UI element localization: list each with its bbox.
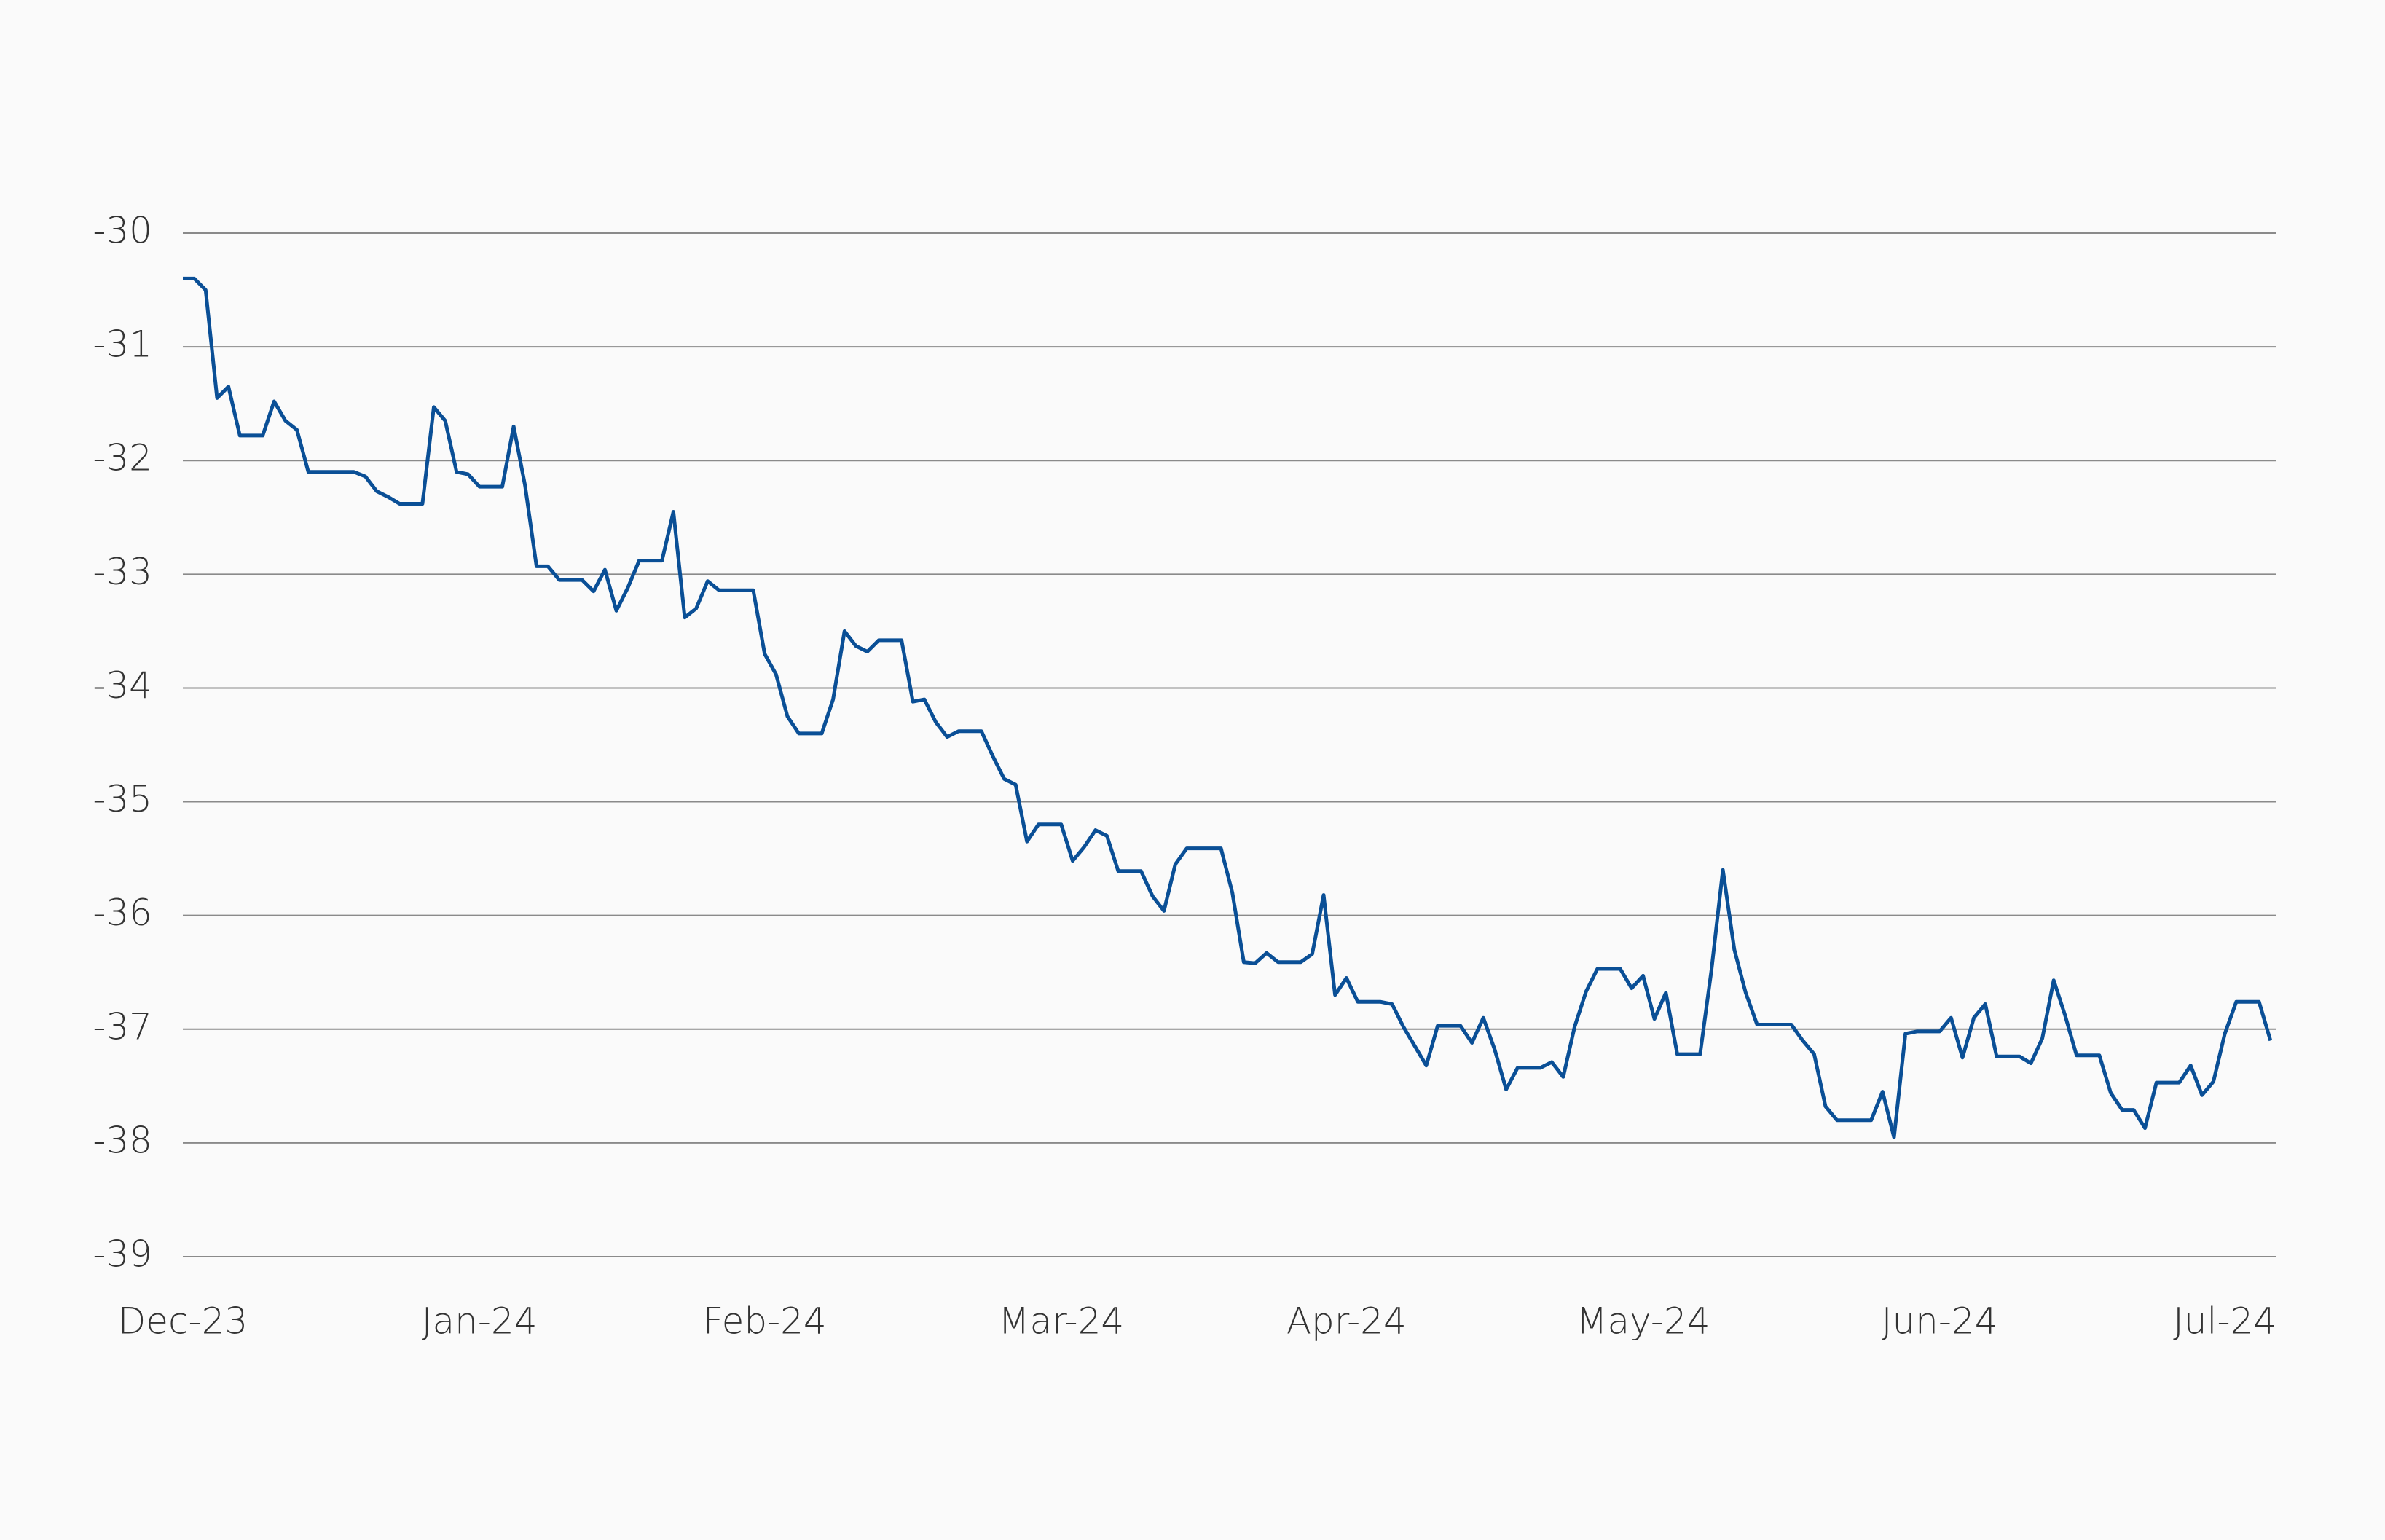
y-tick-label: -38 bbox=[93, 1119, 152, 1161]
y-tick-label: -34 bbox=[93, 664, 152, 707]
y-tick-label: -35 bbox=[93, 778, 152, 820]
y-tick-label: -39 bbox=[93, 1233, 152, 1276]
y-tick-label: -31 bbox=[93, 323, 152, 366]
x-tick-label: May-24 bbox=[1576, 1300, 1710, 1343]
y-tick-label: -37 bbox=[93, 1005, 152, 1048]
x-tick-label: Dec-23 bbox=[118, 1300, 248, 1343]
x-tick-label: Jun-24 bbox=[1882, 1300, 1998, 1343]
x-tick-label: Feb-24 bbox=[703, 1300, 827, 1343]
x-tick-label: Jul-24 bbox=[2173, 1300, 2276, 1343]
y-tick-label: -36 bbox=[93, 892, 152, 934]
y-tick-label: -32 bbox=[93, 437, 152, 479]
y-tick-label: -33 bbox=[93, 551, 152, 593]
data-line bbox=[183, 276, 2273, 1139]
y-tick-label: -30 bbox=[93, 210, 152, 252]
x-tick-label: Apr-24 bbox=[1286, 1300, 1407, 1343]
x-tick-label: Mar-24 bbox=[998, 1300, 1124, 1343]
x-tick-label: Jan-24 bbox=[422, 1300, 538, 1343]
